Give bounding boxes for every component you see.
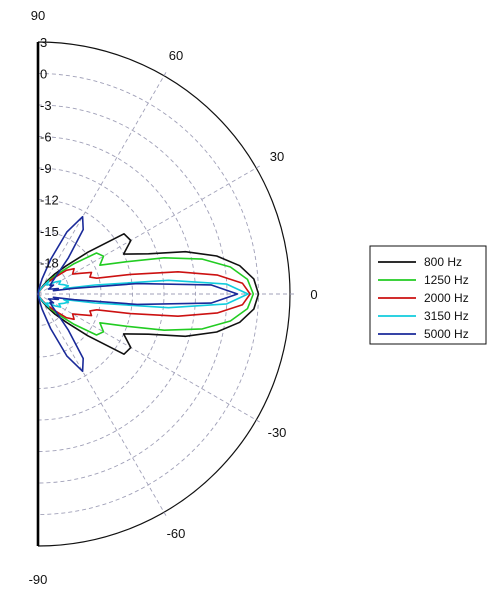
legend-label: 800 Hz bbox=[424, 255, 462, 269]
grid-spoke bbox=[37, 165, 261, 295]
angle-tick-label: 60 bbox=[169, 48, 183, 63]
radial-tick-label: 0 bbox=[40, 67, 47, 82]
radial-tick-label: -3 bbox=[40, 98, 52, 113]
legend: 800 Hz 1250 Hz 2000 Hz 3150 Hz 5000 Hz bbox=[369, 245, 487, 345]
angle-tick-label: -60 bbox=[167, 526, 186, 541]
radial-tick-label: -12 bbox=[40, 193, 59, 208]
series-line bbox=[37, 252, 255, 336]
series-line bbox=[37, 279, 249, 309]
radial-tick-label: -6 bbox=[40, 130, 52, 145]
radial-tick-label: -15 bbox=[40, 224, 59, 239]
legend-label: 5000 Hz bbox=[424, 327, 469, 341]
legend-label: 2000 Hz bbox=[424, 291, 469, 305]
angle-tick-label: -90 bbox=[29, 572, 48, 587]
angle-tick-label: 0 bbox=[310, 287, 317, 302]
radial-tick-label: 3 bbox=[40, 35, 47, 50]
series-line bbox=[37, 267, 251, 321]
legend-label: 1250 Hz bbox=[424, 273, 469, 287]
grid-spoke bbox=[37, 293, 261, 423]
grid-ring bbox=[37, 73, 259, 515]
legend-label: 3150 Hz bbox=[424, 309, 469, 323]
angle-tick-label: 30 bbox=[270, 149, 284, 164]
radial-tick-label: -18 bbox=[40, 256, 59, 271]
grid-spoke bbox=[37, 71, 167, 295]
angle-tick-label: 90 bbox=[31, 8, 45, 23]
angle-tick-label: -30 bbox=[268, 425, 287, 440]
polar-grid bbox=[36, 41, 295, 547]
series-layer bbox=[37, 215, 260, 373]
grid-ring bbox=[37, 167, 165, 421]
grid-spoke bbox=[37, 293, 167, 517]
radial-tick-label: -9 bbox=[40, 161, 52, 176]
series-line bbox=[37, 215, 239, 373]
